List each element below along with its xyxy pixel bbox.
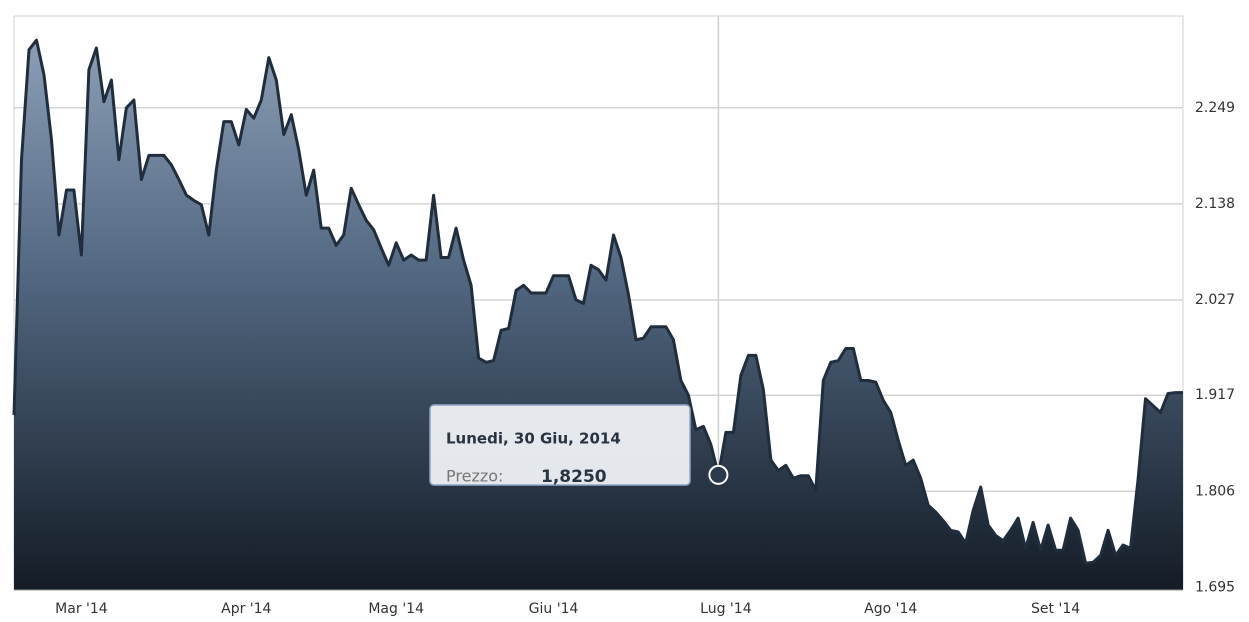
- tooltip-title: Lunedi, 30 Giu, 2014: [446, 430, 621, 448]
- x-tick-label: Mar '14: [55, 601, 108, 617]
- x-tick-label: Apr '14: [221, 601, 271, 617]
- y-tick-label: 2.027: [1195, 292, 1235, 308]
- tooltip-value: 1,8250: [541, 467, 607, 487]
- y-tick-label: 1.917: [1195, 387, 1235, 403]
- x-tick-label: Ago '14: [864, 601, 917, 617]
- area-fill: [14, 40, 1183, 590]
- line: [12, 38, 1183, 565]
- y-tick-label: 1.806: [1195, 483, 1235, 499]
- x-tick-label: Set '14: [1031, 601, 1080, 617]
- y-tick-label: 2.138: [1195, 196, 1235, 212]
- x-tick-label: Lug '14: [700, 601, 752, 617]
- tooltip-label: Prezzo:: [446, 467, 503, 486]
- y-tick-label: 2.249: [1195, 100, 1235, 116]
- x-tick-label: Mag '14: [368, 601, 424, 617]
- tooltip-box: [429, 404, 691, 486]
- y-tick-label: 1.695: [1195, 579, 1235, 595]
- hover-marker: [708, 464, 729, 485]
- x-tick-label: Giu '14: [529, 601, 579, 617]
